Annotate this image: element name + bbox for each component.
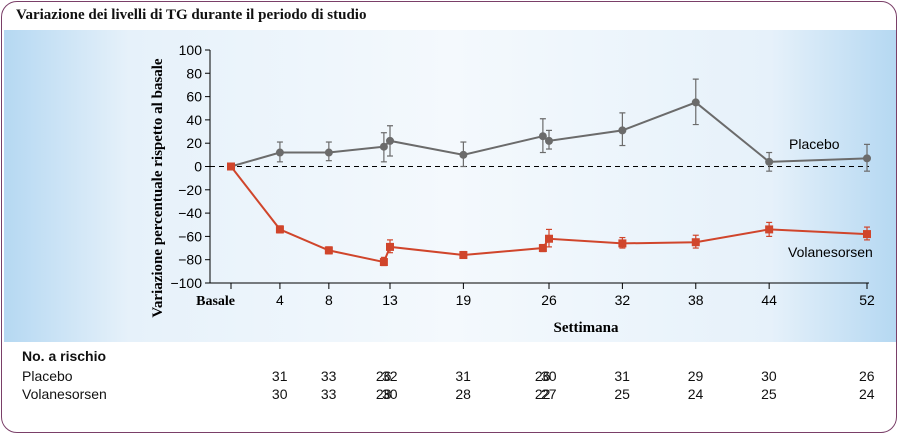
volanesorsen-point (459, 251, 468, 260)
x-tick-label: 26 (541, 292, 557, 308)
risk-cell: 31 (614, 368, 630, 384)
risk-cell: 32 (382, 368, 398, 384)
risk-cell: 25 (614, 386, 630, 402)
y-tick-label: −40 (178, 205, 202, 221)
volanesorsen-point (545, 234, 553, 243)
x-tick-label: 13 (382, 292, 398, 308)
volanesorsen-point (386, 242, 394, 251)
y-tick-label: 20 (186, 135, 202, 151)
risk-cell: 31 (455, 368, 471, 384)
risk-cell: 28 (455, 386, 471, 402)
risk-row-label: Placebo (22, 368, 73, 384)
y-tick-label: −20 (178, 182, 202, 198)
risk-cell: 25 (761, 386, 777, 402)
chart-panel-background (4, 30, 896, 342)
chart-title: Variazione dei livelli di TG durante il … (16, 7, 367, 23)
risk-cell: 24 (859, 386, 875, 402)
y-tick-label: −100 (170, 275, 202, 291)
placebo-point (386, 136, 394, 145)
placebo-point (324, 148, 333, 157)
volanesorsen-point (227, 162, 235, 171)
risk-cell: 26 (375, 368, 392, 384)
placebo-point (538, 132, 547, 141)
x-tick-label: 52 (859, 292, 875, 308)
x-tick-label: 32 (615, 292, 631, 308)
x-tick-label: 4 (276, 292, 284, 308)
placebo-series-label: Placebo (789, 136, 840, 152)
placebo-point (863, 154, 871, 163)
risk-cell: 24 (687, 386, 704, 402)
x-tick-label: 19 (456, 292, 472, 308)
placebo-point (379, 142, 388, 151)
y-tick-label: 40 (186, 112, 202, 128)
risk-cell: 26 (534, 368, 551, 384)
risk-cell: 30 (382, 386, 398, 402)
x-axis-title: Settimana (554, 320, 619, 336)
y-tick-label: 60 (186, 89, 202, 105)
y-tick-label: 80 (186, 65, 202, 81)
placebo-point (691, 98, 700, 107)
placebo-point (545, 136, 553, 145)
risk-cell: 29 (687, 368, 704, 384)
placebo-line (230, 101, 868, 168)
volanesorsen-point (324, 246, 333, 255)
risk-cell: 33 (320, 368, 337, 384)
risk-cell: 30 (541, 368, 557, 384)
placebo-point (765, 157, 774, 166)
placebo-point (275, 148, 284, 157)
risk-row-label: Volanesorsen (22, 386, 107, 402)
risk-cell: 27 (541, 386, 557, 402)
risk-cell: 28 (375, 386, 392, 402)
risk-cell: 31 (271, 368, 288, 384)
risk-table-title: No. a rischio (22, 348, 107, 364)
x-tick-label: Basale (196, 294, 235, 309)
volanesorsen-point (618, 239, 627, 248)
risk-cell: 26 (859, 368, 875, 384)
volanesorsen-point (275, 225, 284, 234)
volanesorsen-point (863, 230, 871, 239)
x-tick-label: 38 (688, 292, 704, 308)
volanesorsen-series-label: Volanesorsen (788, 244, 873, 260)
x-tick-label: 44 (761, 292, 777, 308)
x-tick-label: 8 (325, 292, 333, 308)
placebo-point (618, 126, 627, 135)
risk-cell: 30 (761, 368, 777, 384)
volanesorsen-point (538, 244, 547, 253)
volanesorsen-point (691, 238, 700, 247)
y-axis-title: Variazione percentuale rispetto al basal… (150, 58, 166, 317)
y-tick-label: −60 (178, 228, 202, 244)
risk-cell: 22 (534, 386, 551, 402)
volanesorsen-point (379, 258, 388, 267)
volanesorsen-point (765, 225, 774, 234)
y-tick-label: 0 (194, 159, 202, 175)
volanesorsen-line (230, 165, 868, 264)
y-tick-label: 100 (179, 42, 203, 58)
placebo-point (459, 150, 468, 159)
risk-cell: 33 (320, 386, 337, 402)
y-tick-label: −80 (178, 252, 202, 268)
risk-cell: 30 (271, 386, 288, 402)
